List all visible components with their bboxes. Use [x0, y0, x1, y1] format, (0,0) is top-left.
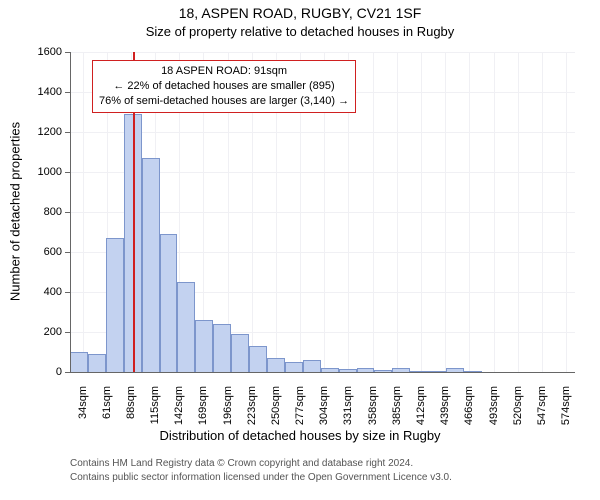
y-tick-label: 200 [30, 326, 62, 338]
grid-line [445, 52, 446, 372]
y-tick-mark [65, 92, 70, 93]
y-tick-mark [65, 292, 70, 293]
x-tick-label: 115sqm [149, 386, 161, 436]
x-tick-label: 169sqm [197, 386, 209, 436]
histogram-bar [213, 324, 231, 372]
annotation-box: 18 ASPEN ROAD: 91sqm ← 22% of detached h… [92, 60, 356, 113]
y-tick-mark [65, 252, 70, 253]
y-tick-mark [65, 132, 70, 133]
grid-line [83, 52, 84, 372]
annotation-line-3: 76% of semi-detached houses are larger (… [99, 94, 349, 109]
grid-line [70, 52, 575, 53]
y-tick-label: 1600 [30, 46, 62, 58]
grid-line [421, 52, 422, 372]
page-subtitle: Size of property relative to detached ho… [0, 24, 600, 39]
x-tick-label: 142sqm [173, 386, 185, 436]
histogram-bar [285, 362, 303, 372]
x-tick-label: 547sqm [536, 386, 548, 436]
x-tick-label: 520sqm [512, 386, 524, 436]
grid-line [469, 52, 470, 372]
x-tick-label: 385sqm [391, 386, 403, 436]
y-tick-label: 0 [30, 366, 62, 378]
footer-line-1: Contains HM Land Registry data © Crown c… [70, 458, 413, 469]
grid-line [494, 52, 495, 372]
x-tick-label: 61sqm [101, 386, 113, 436]
x-tick-label: 439sqm [439, 386, 451, 436]
x-tick-label: 331sqm [342, 386, 354, 436]
x-tick-label: 277sqm [294, 386, 306, 436]
x-tick-label: 34sqm [77, 386, 89, 436]
histogram-bar [303, 360, 321, 372]
grid-line [373, 52, 374, 372]
grid-line [70, 132, 575, 133]
histogram-bar [249, 346, 267, 372]
grid-line [397, 52, 398, 372]
y-tick-mark [65, 52, 70, 53]
x-tick-label: 493sqm [488, 386, 500, 436]
annotation-line-1: 18 ASPEN ROAD: 91sqm [99, 64, 349, 79]
x-tick-label: 412sqm [415, 386, 427, 436]
y-tick-label: 1200 [30, 126, 62, 138]
chart-container: { "chart": { "type": "histogram", "title… [0, 0, 600, 500]
annotation-line-2: ← 22% of detached houses are smaller (89… [99, 79, 349, 94]
y-tick-label: 800 [30, 206, 62, 218]
grid-line [542, 52, 543, 372]
histogram-bar [142, 158, 160, 372]
x-tick-label: 250sqm [270, 386, 282, 436]
y-axis-line [70, 52, 71, 372]
histogram-bar [195, 320, 213, 372]
x-tick-label: 223sqm [246, 386, 258, 436]
y-tick-label: 400 [30, 286, 62, 298]
histogram-bar [70, 352, 88, 372]
histogram-bar [267, 358, 285, 372]
x-tick-label: 466sqm [463, 386, 475, 436]
y-tick-label: 1400 [30, 86, 62, 98]
y-tick-mark [65, 172, 70, 173]
grid-line [566, 52, 567, 372]
histogram-bar [88, 354, 106, 372]
histogram-bar [160, 234, 178, 372]
x-tick-label: 304sqm [318, 386, 330, 436]
x-tick-label: 88sqm [125, 386, 137, 436]
page-title: 18, ASPEN ROAD, RUGBY, CV21 1SF [0, 5, 600, 21]
x-tick-label: 574sqm [560, 386, 572, 436]
y-axis-label: Number of detached properties [8, 112, 23, 312]
grid-line [518, 52, 519, 372]
y-tick-mark [65, 332, 70, 333]
histogram-bar [231, 334, 249, 372]
x-tick-label: 358sqm [367, 386, 379, 436]
histogram-bar [177, 282, 195, 372]
x-axis-line [70, 372, 575, 373]
y-tick-label: 1000 [30, 166, 62, 178]
histogram-bar [106, 238, 124, 372]
y-tick-label: 600 [30, 246, 62, 258]
y-tick-mark [65, 372, 70, 373]
y-tick-mark [65, 212, 70, 213]
footer-line-2: Contains public sector information licen… [70, 472, 452, 483]
x-tick-label: 196sqm [222, 386, 234, 436]
